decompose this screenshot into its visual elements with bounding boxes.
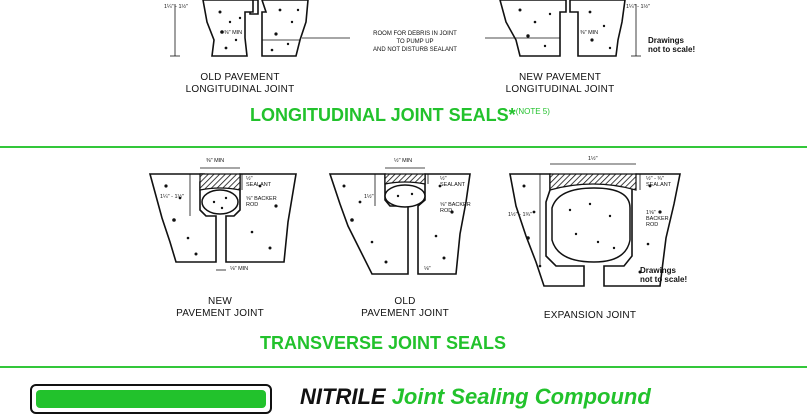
not-to-scale-note-bottom: Drawings not to scale!	[640, 266, 688, 284]
exp-backer-rod-dim: 1⅝" BACKER ROD	[646, 210, 669, 228]
product-title: NITRILE Joint Sealing Compound	[300, 384, 651, 409]
new-pavement-joint-caption: NEW PAVEMENT JOINT	[176, 296, 264, 319]
exp-sealant-dim: ½" - ¾" SEALANT	[646, 176, 672, 188]
new-min-dim: ⅜" MIN	[580, 30, 599, 36]
new-pavement-longitudinal-joint-drawing	[485, 0, 641, 57]
old-backer-rod-dim: ⅝" BACKER ROD	[440, 202, 471, 214]
debris-note: ROOM FOR DEBRIS IN JOINT TO PUMP UP AND …	[373, 31, 457, 53]
new-pavement-joint-drawing	[148, 167, 297, 271]
note-5-reference: (NOTE 5)	[515, 107, 550, 116]
old-pavement-joint-caption: OLD PAVEMENT JOINT	[361, 296, 449, 319]
not-to-scale-note-top: Drawings not to scale!	[648, 36, 696, 54]
new-top-dim: ⅜" MIN	[206, 158, 225, 164]
exp-depth-dim: 1½" - 1¾"	[508, 212, 533, 218]
section-divider-bottom	[0, 366, 807, 368]
new-backer-rod-dim: ⅝" BACKER ROD	[246, 196, 277, 208]
old-depth-dim-transverse: 1½"	[364, 194, 374, 200]
new-depth-dim: 1¼" - 1½"	[626, 4, 651, 10]
old-bottom-dim: ⅛"	[424, 266, 431, 272]
old-pavement-longitudinal-joint-drawing	[170, 0, 309, 57]
old-pavement-longitudinal-caption: OLD PAVEMENT LONGITUDINAL JOINT	[185, 72, 295, 95]
transverse-heading: TRANSVERSE JOINT SEALS	[260, 333, 507, 353]
longitudinal-drawings	[170, 0, 641, 57]
old-depth-dim: 1¼" - 1½"	[164, 4, 189, 10]
section-divider-top	[0, 146, 807, 148]
old-top-dim: ½" MIN	[394, 158, 413, 164]
expansion-joint-caption: EXPANSION JOINT	[543, 310, 637, 321]
exp-top-dim: 1½"	[588, 156, 598, 162]
transverse-drawings	[148, 163, 681, 287]
new-pavement-longitudinal-caption: NEW PAVEMENT LONGITUDINAL JOINT	[505, 72, 615, 95]
longitudinal-heading: LONGITUDINAL JOINT SEALS*(NOTE 5)	[250, 105, 550, 125]
new-sealant-dim: ½" SEALANT	[246, 176, 272, 188]
green-product-box	[30, 384, 272, 414]
old-sealant-dim: ½" SEALANT	[440, 176, 466, 188]
new-bottom-dim: ⅛" MIN	[230, 266, 249, 272]
new-depth-dim-transverse: 1¼" - 1½"	[160, 194, 185, 200]
old-min-dim: ⅜" MIN	[224, 30, 243, 36]
old-pavement-joint-drawing	[328, 167, 471, 275]
expansion-joint-drawing	[509, 163, 681, 287]
